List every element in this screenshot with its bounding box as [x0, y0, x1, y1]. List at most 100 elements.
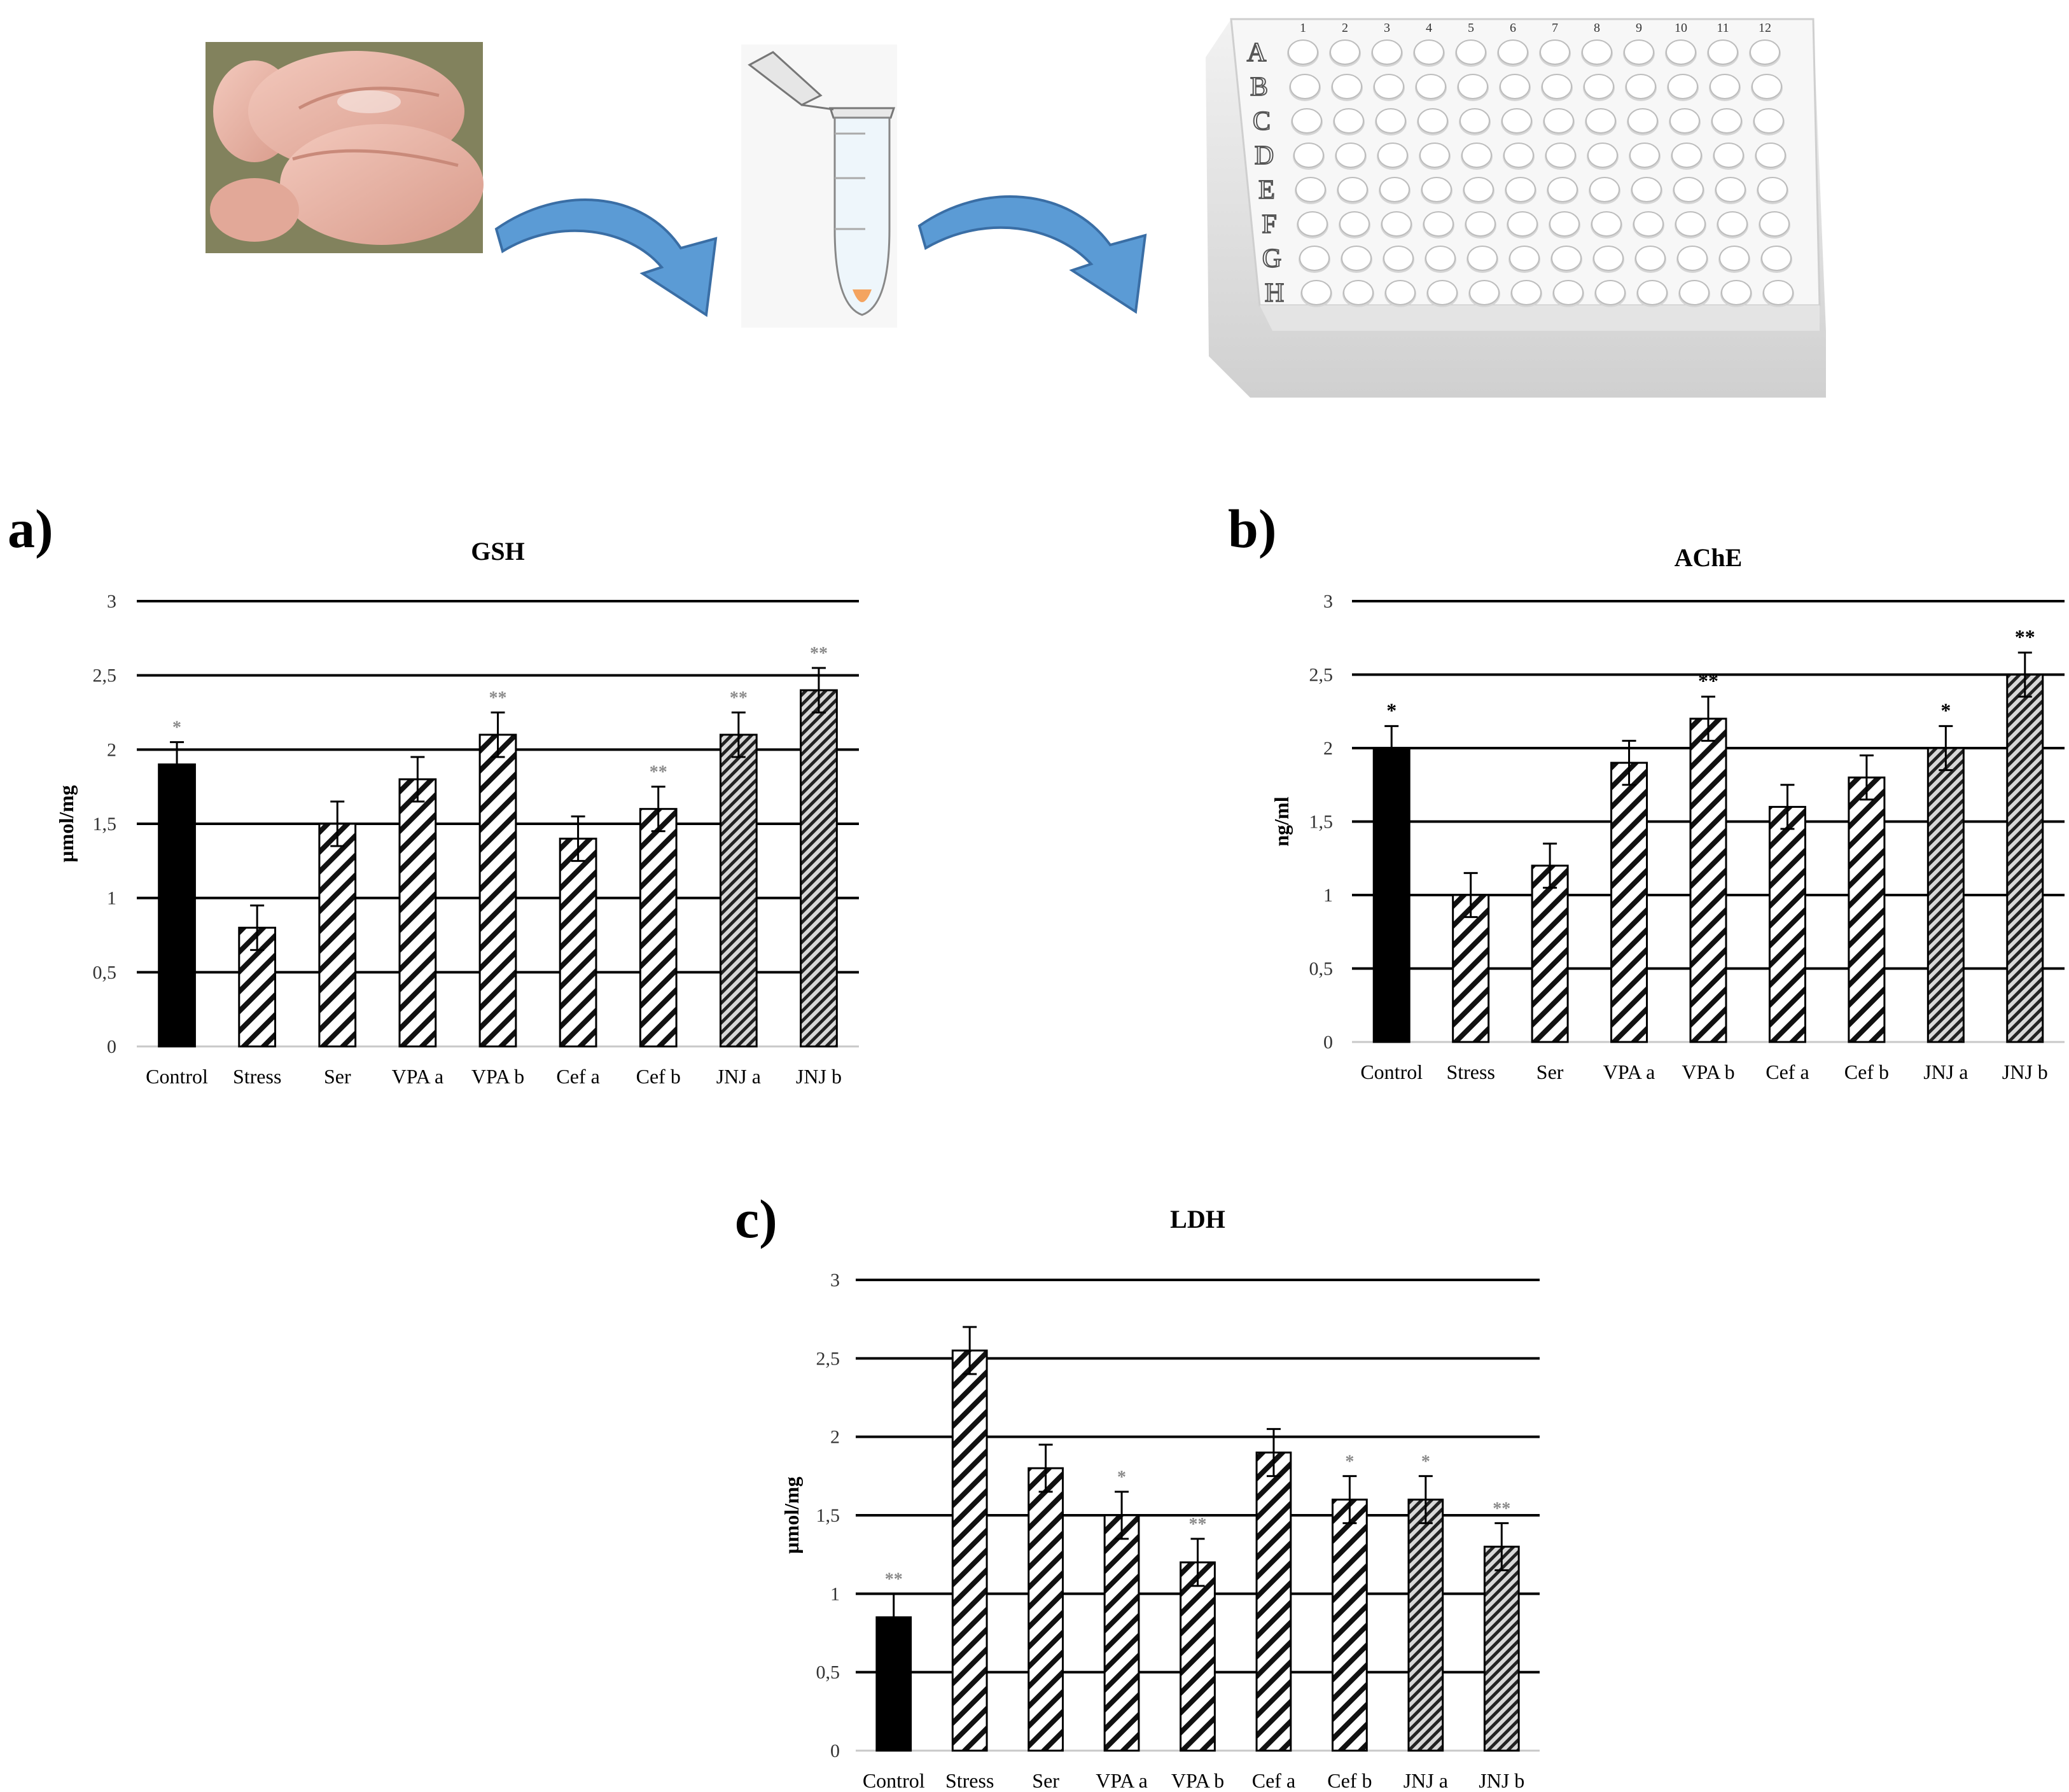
- plate-column-label: 9: [1636, 21, 1642, 35]
- plate-well: [1511, 280, 1542, 305]
- significance-mark: *: [1386, 698, 1397, 721]
- plate-well: [1710, 74, 1740, 99]
- chart-title: LDH: [1170, 1205, 1225, 1233]
- panel-label: b): [1228, 498, 1276, 559]
- plate-well: [1297, 211, 1328, 237]
- plate-well: [1673, 177, 1704, 202]
- plate-well: [1416, 74, 1446, 99]
- y-tick-label: 0,5: [93, 962, 117, 983]
- plate-well: [1465, 211, 1496, 237]
- plate-well: [1293, 142, 1324, 168]
- plate-well: [1629, 142, 1660, 168]
- significance-mark: **: [885, 1569, 903, 1589]
- significance-mark: **: [810, 644, 828, 663]
- bar: [2006, 674, 2044, 1043]
- plate-row-label: D: [1255, 141, 1274, 170]
- bar: [1483, 1545, 1520, 1752]
- plate-well: [1341, 246, 1372, 271]
- bar: [800, 689, 838, 1048]
- y-tick-label: 2: [830, 1427, 840, 1448]
- y-tick-label: 1,5: [1309, 812, 1334, 833]
- plate-well: [1708, 39, 1738, 65]
- bar: [559, 837, 597, 1048]
- plate-well: [1542, 74, 1572, 99]
- plate-row-label: E: [1258, 176, 1275, 205]
- plate-well: [1671, 142, 1702, 168]
- x-tick-label: JNJ b: [796, 1065, 842, 1088]
- plate-well: [1507, 211, 1538, 237]
- x-tick-label: VPA a: [1603, 1060, 1655, 1083]
- x-tick-label: Cef a: [1252, 1769, 1295, 1792]
- plate-well: [1626, 74, 1656, 99]
- y-tick-label: 1: [1323, 885, 1333, 906]
- plate-row-label: B: [1250, 73, 1268, 102]
- plate-well: [1591, 211, 1622, 237]
- x-tick-label: Stress: [1446, 1060, 1494, 1083]
- plate-well: [1587, 142, 1618, 168]
- significance-mark: **: [1698, 669, 1718, 692]
- plate-well: [1589, 177, 1620, 202]
- bar: [1180, 1561, 1216, 1752]
- plate-row-label: G: [1262, 244, 1281, 274]
- plate-column-label: 12: [1759, 21, 1771, 35]
- plate-column-label: 8: [1594, 21, 1600, 35]
- x-tick-label: JNJ b: [2002, 1060, 2048, 1083]
- plate-well: [1593, 246, 1624, 271]
- x-tick-label: Ser: [1032, 1769, 1059, 1792]
- bar: [1531, 865, 1569, 1043]
- y-tick-label: 3: [830, 1270, 840, 1291]
- plate-well: [1498, 39, 1528, 65]
- plate-well: [1456, 39, 1486, 65]
- x-tick-label: Control: [1360, 1060, 1423, 1083]
- plate-well: [1425, 246, 1456, 271]
- plate-well: [1381, 211, 1412, 237]
- bar: [1255, 1451, 1292, 1752]
- plate-well: [1635, 246, 1666, 271]
- bar: [1926, 747, 1965, 1043]
- bar: [639, 808, 678, 1048]
- plate-well: [1377, 142, 1408, 168]
- bar: [318, 823, 357, 1048]
- x-tick-label: JNJ b: [1479, 1769, 1524, 1792]
- significance-mark: **: [489, 688, 507, 708]
- plate-column-labels: 1 2 3 4 5 6 7 8 9 10 11 12: [1300, 21, 1771, 35]
- plate-well: [1631, 177, 1662, 202]
- brain-photo: [206, 42, 484, 253]
- x-tick-label: Control: [863, 1769, 925, 1792]
- plate-well: [1624, 39, 1654, 65]
- plate-well: [1750, 39, 1780, 65]
- y-tick-label: 2: [1323, 738, 1333, 759]
- y-tick-label: 0,5: [816, 1662, 840, 1683]
- plate-well: [1503, 142, 1534, 168]
- chart-ache: b) AChE ng/ml 0 0,5 1 1,5 2 2,5 3 * Control Stress Se…: [1228, 498, 2065, 1083]
- x-tick-label: Cef b: [1327, 1769, 1372, 1792]
- plate-well: [1461, 142, 1492, 168]
- significance-mark: *: [172, 718, 181, 738]
- plate-well: [1666, 39, 1696, 65]
- plate-row-label: C: [1253, 107, 1271, 136]
- plate-well: [1679, 280, 1710, 305]
- significance-mark: *: [1117, 1468, 1126, 1487]
- y-tick-label: 2,5: [816, 1348, 840, 1369]
- bar: [1028, 1467, 1064, 1752]
- plate-well: [1713, 142, 1744, 168]
- plate-well: [1500, 74, 1530, 99]
- chart-title: GSH: [471, 537, 524, 566]
- significance-mark: *: [1421, 1452, 1430, 1471]
- plate-row-label: A: [1247, 38, 1267, 67]
- plate-well: [1459, 108, 1490, 134]
- plate-well: [1337, 177, 1368, 202]
- plate-well: [1543, 108, 1574, 134]
- plate-well: [1374, 74, 1404, 99]
- y-tick-label: 1,5: [816, 1505, 840, 1526]
- plate-well: [1419, 142, 1450, 168]
- plate-well: [1423, 211, 1454, 237]
- plate-well: [1752, 74, 1782, 99]
- significance-mark: **: [2015, 625, 2035, 648]
- plate-well: [1669, 108, 1700, 134]
- bar: [1372, 747, 1411, 1043]
- significance-mark: **: [650, 763, 667, 782]
- y-axis-label: µmol/mg: [780, 1476, 803, 1554]
- x-tick-label: VPA b: [1171, 1769, 1224, 1792]
- x-tick-label: Cef a: [556, 1065, 599, 1088]
